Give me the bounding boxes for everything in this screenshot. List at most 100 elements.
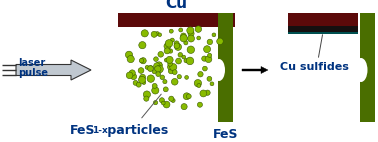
Circle shape: [152, 83, 157, 88]
Circle shape: [169, 96, 174, 101]
Circle shape: [141, 30, 148, 37]
Circle shape: [142, 81, 146, 84]
Circle shape: [138, 76, 146, 83]
Circle shape: [208, 53, 212, 58]
Circle shape: [148, 66, 153, 71]
Circle shape: [145, 65, 149, 69]
Circle shape: [147, 66, 153, 71]
Text: Cu sulfides: Cu sulfides: [280, 62, 349, 72]
Circle shape: [184, 41, 188, 45]
Circle shape: [184, 59, 188, 63]
Circle shape: [143, 91, 150, 98]
Circle shape: [181, 33, 186, 39]
Circle shape: [197, 83, 201, 87]
Circle shape: [152, 87, 159, 94]
Circle shape: [207, 76, 212, 81]
Circle shape: [197, 36, 201, 40]
Circle shape: [207, 39, 212, 45]
Circle shape: [168, 62, 172, 66]
Circle shape: [156, 65, 163, 73]
Circle shape: [181, 104, 187, 110]
Circle shape: [187, 35, 195, 42]
Text: FeS: FeS: [70, 124, 96, 137]
Text: FeS: FeS: [213, 128, 238, 141]
Circle shape: [197, 102, 203, 107]
Circle shape: [171, 98, 175, 103]
Text: pulse: pulse: [18, 68, 48, 78]
Circle shape: [176, 58, 181, 64]
Circle shape: [139, 58, 144, 63]
Circle shape: [158, 52, 164, 57]
Circle shape: [204, 46, 211, 53]
Circle shape: [187, 27, 194, 34]
Text: 1-x: 1-x: [92, 126, 108, 135]
Circle shape: [164, 58, 168, 62]
Circle shape: [171, 79, 178, 85]
FancyArrow shape: [242, 66, 268, 74]
Circle shape: [175, 43, 181, 50]
Circle shape: [152, 70, 156, 74]
Circle shape: [153, 63, 160, 69]
Circle shape: [147, 75, 155, 82]
Circle shape: [170, 38, 174, 42]
Circle shape: [160, 75, 164, 80]
Circle shape: [125, 51, 133, 58]
Circle shape: [126, 72, 133, 79]
Bar: [218, 13, 233, 122]
Text: Cu: Cu: [166, 0, 187, 11]
Circle shape: [158, 33, 161, 36]
Circle shape: [168, 68, 174, 74]
Bar: [288, 32, 358, 34]
Circle shape: [151, 31, 157, 37]
Circle shape: [186, 94, 191, 99]
Circle shape: [138, 68, 144, 73]
Circle shape: [186, 57, 194, 65]
Circle shape: [174, 43, 180, 49]
Circle shape: [161, 101, 165, 105]
Circle shape: [195, 26, 201, 32]
Circle shape: [127, 56, 134, 63]
Circle shape: [155, 66, 161, 72]
Bar: [360, 13, 375, 122]
Circle shape: [136, 82, 141, 87]
Circle shape: [140, 58, 146, 64]
Circle shape: [178, 53, 183, 57]
Ellipse shape: [213, 59, 225, 81]
Text: laser: laser: [18, 58, 45, 68]
Circle shape: [177, 75, 181, 79]
Ellipse shape: [355, 58, 367, 82]
Circle shape: [156, 72, 161, 77]
Circle shape: [188, 31, 194, 37]
Circle shape: [183, 93, 190, 100]
Text: particles: particles: [103, 124, 168, 137]
Circle shape: [163, 101, 170, 108]
Circle shape: [217, 38, 223, 45]
Circle shape: [163, 87, 168, 92]
Circle shape: [144, 96, 149, 101]
Circle shape: [131, 74, 136, 80]
Circle shape: [169, 29, 173, 33]
Circle shape: [174, 41, 179, 46]
Circle shape: [194, 80, 201, 87]
Circle shape: [169, 49, 173, 53]
Circle shape: [202, 56, 207, 61]
Circle shape: [153, 101, 158, 105]
Circle shape: [200, 90, 207, 97]
Circle shape: [203, 66, 207, 71]
Circle shape: [187, 46, 195, 53]
Circle shape: [165, 40, 173, 47]
Circle shape: [212, 33, 216, 37]
Circle shape: [210, 82, 214, 86]
Circle shape: [170, 64, 177, 71]
Circle shape: [163, 80, 167, 84]
Circle shape: [156, 62, 162, 68]
Circle shape: [198, 72, 203, 77]
Circle shape: [172, 70, 177, 75]
Circle shape: [179, 28, 183, 32]
Circle shape: [164, 43, 171, 50]
Circle shape: [167, 64, 174, 70]
Circle shape: [133, 80, 138, 85]
Circle shape: [153, 57, 158, 61]
Circle shape: [139, 42, 146, 49]
Circle shape: [185, 76, 189, 79]
